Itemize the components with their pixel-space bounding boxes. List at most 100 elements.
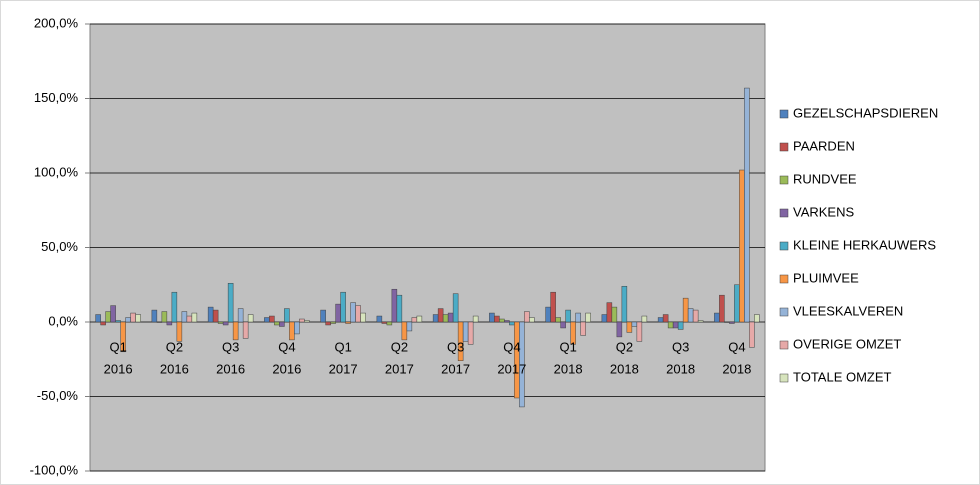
bar <box>575 312 581 323</box>
bar <box>550 291 556 323</box>
bar <box>381 321 388 324</box>
legend-swatch <box>779 109 789 119</box>
bar <box>345 321 351 324</box>
x-tick-label: Q1 <box>334 339 351 354</box>
bar <box>115 320 121 323</box>
bar <box>135 314 141 323</box>
bar <box>396 294 403 323</box>
x-tick-label: Q3 <box>672 339 689 354</box>
bar <box>279 321 285 327</box>
bar <box>672 321 679 329</box>
x-tick-label: Q3 <box>222 339 239 354</box>
legend-swatch <box>779 373 789 383</box>
legend-swatch <box>779 142 789 152</box>
bar <box>621 285 628 323</box>
bar <box>519 321 525 408</box>
bar <box>514 321 520 399</box>
legend-label: TOTALE OMZET <box>793 369 892 384</box>
y-tick-label: 0,0% <box>48 313 78 328</box>
bar <box>411 317 418 323</box>
bar <box>555 317 561 323</box>
x-tick-label: Q1 <box>109 339 126 354</box>
x-tick-label: 2018 <box>610 361 639 376</box>
x-tick-label: Q3 <box>447 339 464 354</box>
bar <box>754 314 760 323</box>
bar <box>570 321 576 345</box>
x-tick-label: 2018 <box>554 361 583 376</box>
bar <box>744 87 750 323</box>
legend-label: VLEESKALVEREN <box>793 303 903 318</box>
x-tick-label: 2016 <box>216 361 245 376</box>
bar <box>499 318 505 323</box>
bar <box>467 321 474 345</box>
bar <box>325 321 331 326</box>
bar <box>186 315 193 323</box>
bar <box>657 317 664 323</box>
bar <box>401 321 408 341</box>
x-tick-label: 2017 <box>385 361 414 376</box>
bar <box>125 317 131 323</box>
bar <box>355 305 361 323</box>
bar <box>156 321 163 323</box>
x-tick-label: Q4 <box>728 339 745 354</box>
bar <box>714 312 720 323</box>
bar <box>601 314 608 323</box>
bar <box>320 309 326 323</box>
y-tick-label: 100,0% <box>34 164 79 179</box>
bar <box>110 305 116 323</box>
x-tick-label: 2018 <box>666 361 695 376</box>
y-tick-label: 50,0% <box>41 239 78 254</box>
bar <box>437 308 444 323</box>
bar <box>606 302 613 323</box>
bar <box>749 321 755 348</box>
legend-label: PAARDEN <box>793 138 855 153</box>
bar <box>330 321 336 324</box>
bar <box>222 321 229 326</box>
bar <box>529 317 535 323</box>
bar <box>264 317 270 323</box>
bar <box>452 293 459 323</box>
bar <box>494 315 500 323</box>
bar <box>299 318 305 323</box>
bar <box>504 320 510 323</box>
x-tick-label: Q1 <box>559 339 576 354</box>
x-tick-label: 2017 <box>441 361 470 376</box>
y-tick-label: 200,0% <box>34 15 79 30</box>
bar <box>242 321 249 339</box>
legend-label: VARKENS <box>793 204 854 219</box>
bar <box>667 321 674 329</box>
bar <box>176 321 183 342</box>
bar <box>545 306 551 323</box>
bar <box>580 321 586 336</box>
x-tick-label: Q4 <box>503 339 520 354</box>
bar <box>304 320 310 323</box>
bar <box>181 311 188 323</box>
bar <box>406 321 413 332</box>
bar <box>489 312 495 323</box>
bar <box>237 308 244 323</box>
bar <box>432 314 439 323</box>
bar <box>729 321 735 324</box>
bar <box>350 302 356 323</box>
bar <box>734 284 740 323</box>
x-tick-label: 2017 <box>497 361 526 376</box>
legend-label: GEZELSCHAPSDIEREN <box>793 105 938 120</box>
x-tick-label: 2017 <box>329 361 358 376</box>
bar <box>207 306 214 323</box>
bar <box>289 321 295 341</box>
bar <box>626 321 633 333</box>
x-tick-label: Q2 <box>391 339 408 354</box>
bar <box>641 315 648 323</box>
legend-label: PLUIMVEE <box>793 270 859 285</box>
x-tick-label: 2016 <box>272 361 301 376</box>
bar <box>682 297 689 323</box>
legend-label: OVERIGE OMZET <box>793 336 901 351</box>
bar <box>376 315 383 323</box>
x-tick-label: 2016 <box>104 361 133 376</box>
legend-swatch <box>779 241 789 251</box>
bar <box>171 291 178 323</box>
legend-swatch <box>779 307 789 317</box>
bar <box>217 321 224 324</box>
bar <box>191 312 198 323</box>
x-tick-label: Q2 <box>166 339 183 354</box>
